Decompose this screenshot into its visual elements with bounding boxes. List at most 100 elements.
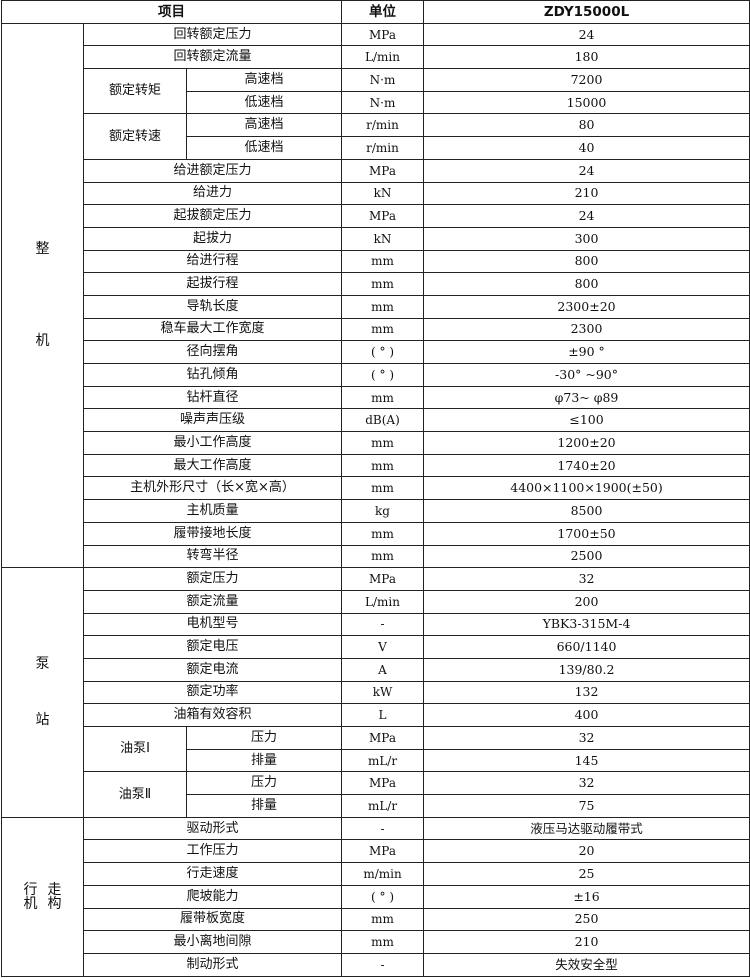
item-name: 额定功率 (82, 680, 343, 705)
item-name: 额定流量 (82, 589, 343, 614)
table-row: 主机外形尺寸（长×宽×高） mm 4400×1100×1900(±50) (2, 476, 750, 501)
table-row: 油泵Ⅰ 压力 MPa 32 (2, 725, 750, 773)
value: 300 (423, 226, 750, 251)
item-name: 钻杆直径 (82, 385, 343, 410)
item-name: 起拔行程 (82, 272, 343, 296)
table-row: 钻杆直径 mm φ73~ φ89 (2, 385, 750, 410)
unit: mm (341, 930, 425, 954)
value: 75 (423, 794, 750, 818)
item-name: 工作压力 (82, 839, 343, 864)
unit: ( ° ) (341, 340, 425, 364)
item-name: 起拔力 (82, 226, 343, 251)
unit: A (341, 657, 425, 682)
value: 250 (423, 907, 750, 932)
item-name: 导轨长度 (82, 294, 343, 319)
value: 失效安全型 (423, 952, 750, 977)
unit: mm (341, 476, 425, 501)
section-label: 整机 (1, 22, 84, 569)
value: 1200±20 (423, 431, 750, 455)
table-row: 油泵Ⅱ 压力 MPa 32 (2, 771, 750, 818)
section-label-line: 机构 (23, 895, 72, 912)
value: 180 (423, 45, 750, 70)
item-name: 稳车最大工作宽度 (82, 317, 343, 342)
value: ≤100 (423, 408, 750, 433)
value: 7200 (423, 68, 750, 92)
unit: V (341, 635, 425, 659)
table-row: 工作压力 MPa 20 (2, 839, 750, 864)
table-row: 油箱有效容积 L 400 (2, 703, 750, 727)
unit: kN (341, 181, 425, 206)
table-row: 额定电流 A 139/80.2 (2, 657, 750, 682)
unit: r/min (341, 136, 425, 160)
value: 1700±50 (423, 521, 750, 546)
table-row: 额定电压 V 660/1140 (2, 635, 750, 659)
unit: MPa (341, 839, 425, 864)
unit: mm (341, 907, 425, 932)
value: 132 (423, 680, 750, 705)
item-name: 回转额定压力 (82, 22, 343, 47)
value: 800 (423, 272, 750, 296)
table-row: 转弯半径 mm 2500 (2, 544, 750, 569)
value: 1740±20 (423, 453, 750, 478)
item-name: 高速档 (185, 68, 343, 92)
unit: MPa (341, 158, 425, 183)
table-row: 额定转矩 高速档 N·m 7200 (2, 68, 750, 115)
value: 40 (423, 136, 750, 160)
item-name: 驱动形式 (82, 816, 343, 841)
value: 4400×1100×1900(±50) (423, 476, 750, 501)
unit: mm (341, 249, 425, 274)
unit: mm (341, 385, 425, 410)
unit: - (341, 612, 425, 637)
section-label-line: 机 (35, 333, 50, 350)
value: 2300 (423, 317, 750, 342)
item-name: 噪声声压级 (82, 408, 343, 433)
unit: mm (341, 544, 425, 569)
subgroup-label: 额定转速 (83, 113, 187, 160)
item-name: 径向摆角 (82, 340, 343, 364)
table-row: 泵站额定压力 MPa 32 (1, 567, 750, 818)
header-unit: 单位 (341, 0, 425, 24)
unit: - (341, 816, 425, 841)
value: 210 (423, 930, 750, 954)
item-name: 额定电流 (82, 657, 343, 682)
value: YBK3-315M-4 (423, 612, 750, 637)
table-row: 回转额定流量 L/min 180 (2, 45, 750, 70)
header-item: 项目 (0, 0, 343, 24)
table-row: 起拔力 kN 300 (2, 226, 750, 251)
item-name: 额定电压 (82, 635, 343, 659)
value: 400 (423, 703, 750, 727)
section-label: 行走 机构 (1, 816, 84, 977)
section-label-line: 站 (35, 712, 50, 729)
table-row: 电机型号 - YBK3-315M-4 (2, 612, 750, 637)
value: -30° ~90° (423, 363, 750, 387)
table-row: 噪声声压级 dB(A) ≤100 (2, 408, 750, 433)
value: 32 (423, 567, 750, 591)
value: 145 (423, 748, 750, 773)
subgroup-label: 油泵Ⅰ (83, 725, 187, 773)
unit: mm (341, 317, 425, 342)
value: φ73~ φ89 (423, 385, 750, 410)
unit: mL/r (341, 794, 425, 818)
table-row: 行走 机构 驱动形式 - 液压马达驱动履带式 (1, 816, 750, 977)
item-name: 起拔额定压力 (82, 204, 343, 228)
item-name: 给进额定压力 (82, 158, 343, 183)
table-row: 整机回转额定压力 MPa 24 (1, 22, 750, 569)
unit: kN (341, 226, 425, 251)
table-row: 爬坡能力( ° ) ±16 (2, 884, 750, 909)
item-name: 制动形式 (82, 952, 343, 977)
item-name: 低速档 (185, 90, 343, 115)
item-name: 爬坡能力 (82, 884, 343, 909)
unit: m/min (341, 862, 425, 886)
table-row: 最大工作高度 mm 1740±20 (2, 453, 750, 478)
unit: kW (341, 680, 425, 705)
item-name: 排量 (185, 748, 343, 773)
item-name: 压力 (185, 726, 343, 750)
item-name: 主机外形尺寸（长×宽×高） (82, 476, 343, 501)
unit: MPa (341, 771, 425, 796)
table-row: 行走速度 m/min 25 (2, 862, 750, 886)
subgroup-label: 油泵Ⅱ (83, 771, 187, 818)
unit: mm (341, 521, 425, 546)
item-name: 最小离地间隙 (82, 930, 343, 954)
unit: mm (341, 272, 425, 296)
table-row: 径向摆角( ° ) ±90 ° (2, 340, 750, 364)
